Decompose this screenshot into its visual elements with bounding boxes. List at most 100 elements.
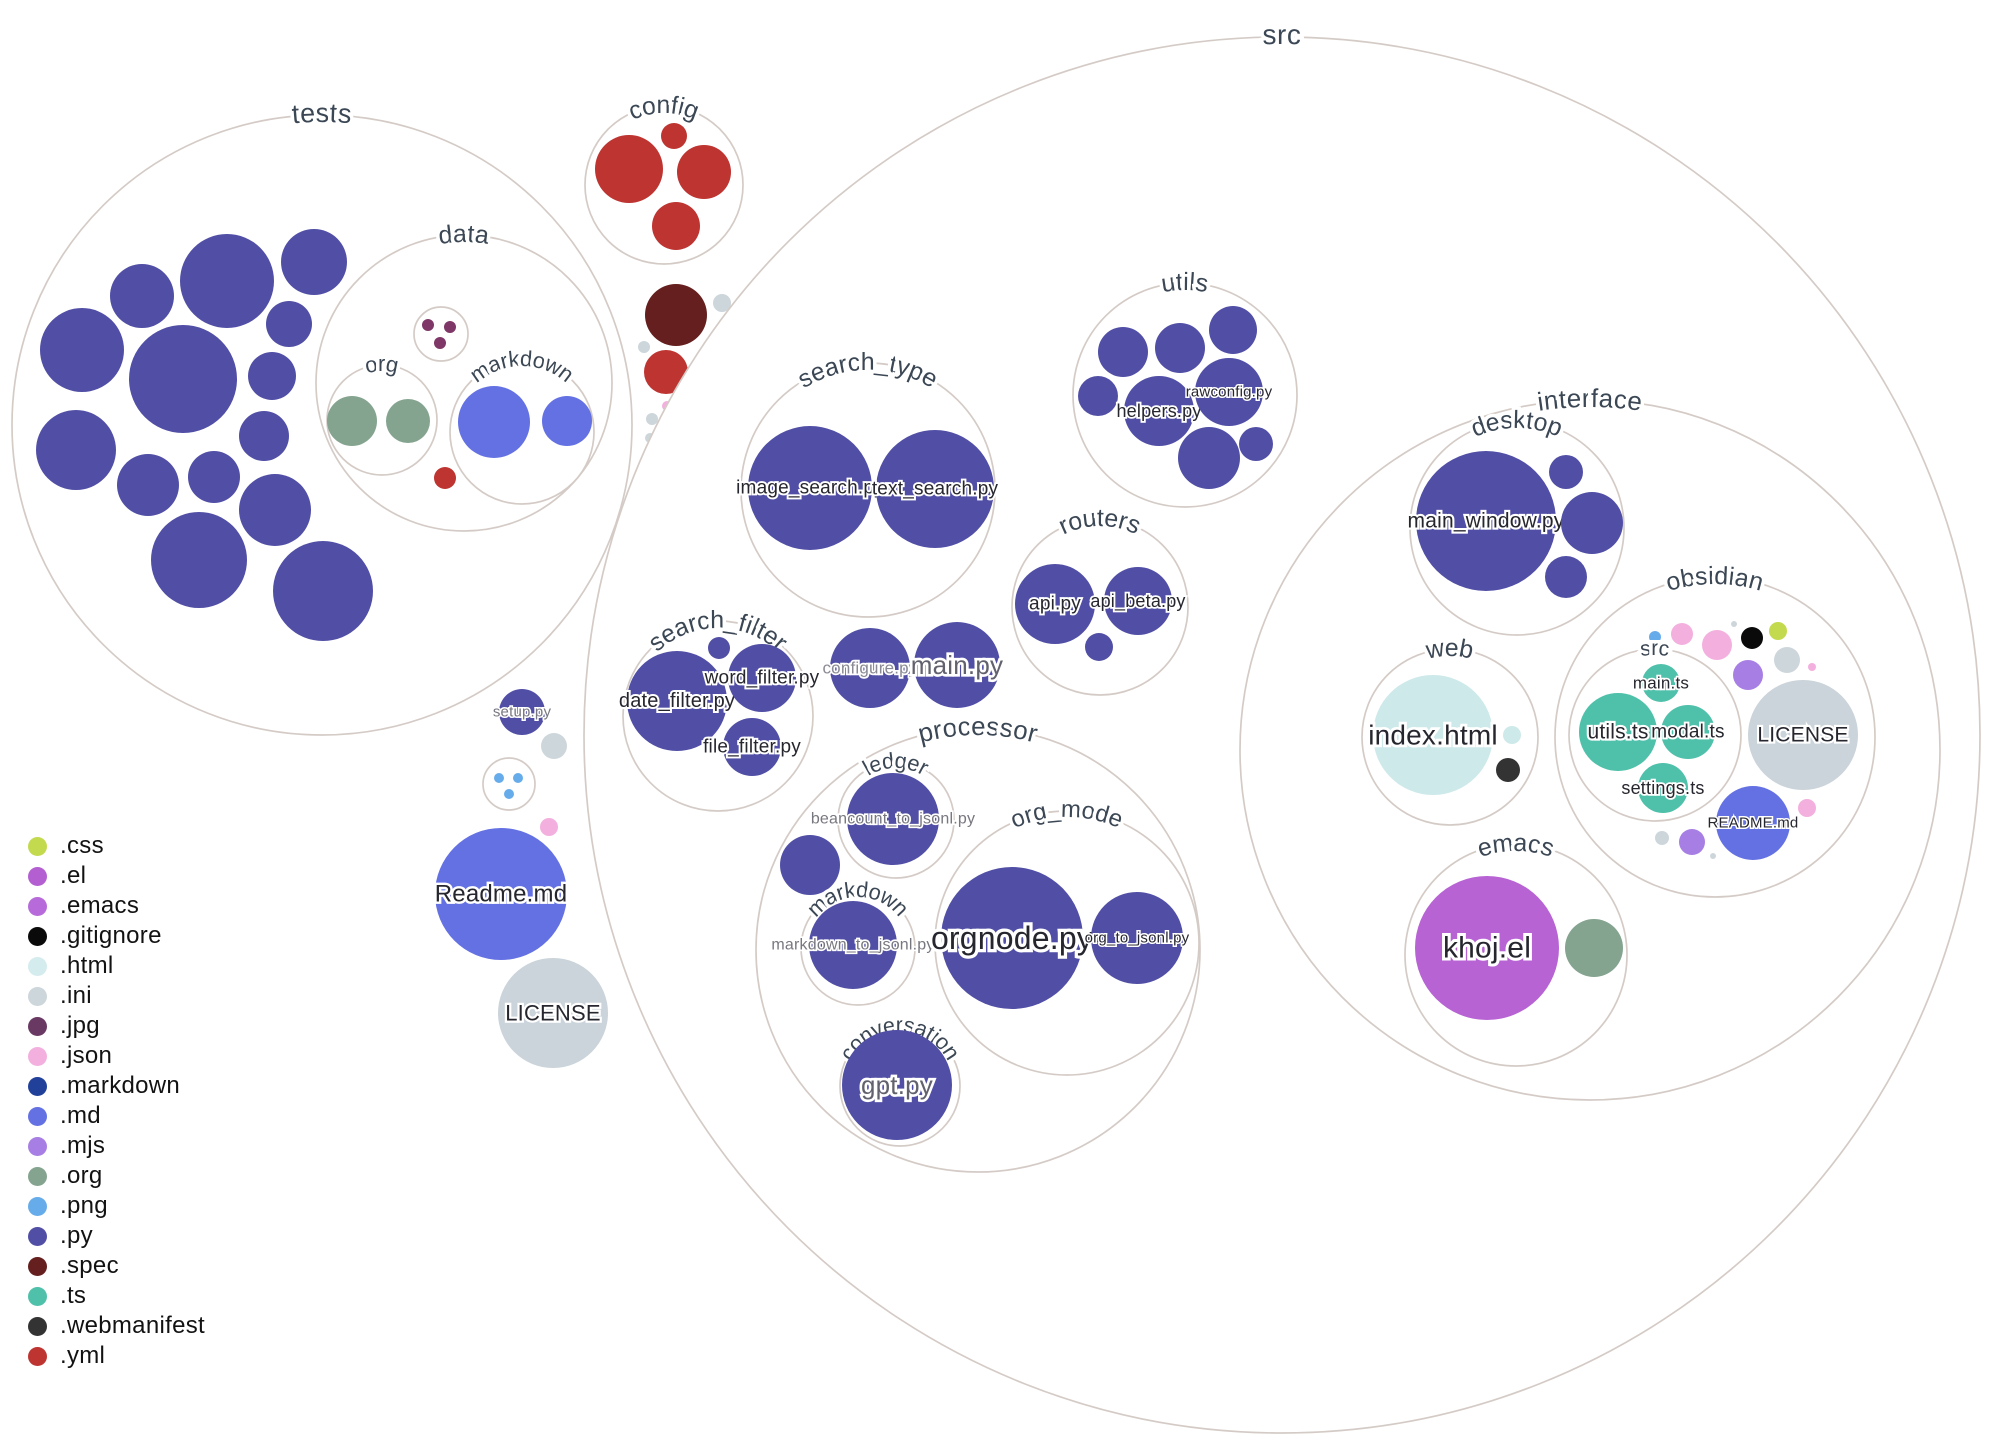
file-image_search.py <box>748 426 872 550</box>
legend-label-el: .el <box>60 862 87 889</box>
legend-swatch-markdown <box>28 1076 47 1096</box>
file-desktop-py-1 <box>1549 455 1583 489</box>
file-label-api.py: api.py <box>1029 594 1081 615</box>
file-org-file-1 <box>327 396 377 446</box>
dir-org <box>326 364 438 476</box>
dir-label-src: src <box>1262 19 1302 50</box>
dir-label-web: web <box>1423 633 1477 664</box>
legend-item-spec: .spec <box>28 1251 205 1281</box>
legend-swatch-json <box>28 1046 47 1066</box>
file-obsidian-ini-3 <box>1655 831 1669 845</box>
legend-swatch-yml <box>28 1346 47 1366</box>
file-ini-1 <box>713 294 731 312</box>
file-ini-5 <box>541 733 567 759</box>
file-markdown_to_jsonl.py <box>809 901 897 989</box>
legend-item-json: .json <box>28 1041 205 1071</box>
legend-label-md: .md <box>60 1102 101 1129</box>
legend-swatch-jpg <box>28 1016 47 1036</box>
file-label-text_search.py: text_search.py <box>872 479 999 500</box>
legend-swatch-emacs <box>28 896 47 916</box>
file-obsidian-json-1 <box>1671 623 1693 645</box>
file-label-api_beta.py: api_beta.py <box>1090 591 1185 612</box>
file-processor-py <box>780 835 840 895</box>
file-date_filter.py <box>627 651 727 751</box>
file-label-word_filter.py: word_filter.py <box>704 668 820 689</box>
file-obsidian-json-3 <box>1808 663 1816 671</box>
legend-item-ts: .ts <box>28 1281 205 1311</box>
legend-item-ini: .ini <box>28 981 205 1011</box>
legend-label-mjs: .mjs <box>60 1132 106 1159</box>
file-configure.py <box>830 628 910 708</box>
file-label-settings.ts: settings.ts <box>1621 778 1704 798</box>
file-khoj.el <box>1415 876 1559 1020</box>
file-tests-py-7 <box>248 352 296 400</box>
file-jpg-2 <box>444 321 456 333</box>
file-gpt.py <box>842 1030 952 1140</box>
file-webmanifest-file <box>1496 758 1520 782</box>
file-label-file_filter.py: file_filter.py <box>703 737 801 758</box>
legend-label-png: .png <box>60 1192 108 1219</box>
file-png-2 <box>513 773 523 783</box>
dir-label-obsidian-src: src <box>1639 637 1671 661</box>
file-desktop-py-2 <box>1561 492 1623 554</box>
legend-item-el: .el <box>28 861 205 891</box>
legend-label-emacs: .emacs <box>60 892 140 919</box>
file-tests-py-1 <box>180 234 274 328</box>
file-label-modal.ts: modal.ts <box>1651 722 1724 743</box>
dir-routers <box>1011 518 1189 696</box>
file-file_filter.py <box>723 718 781 776</box>
dir-label-utils: utils <box>1159 268 1211 298</box>
file-main_window.py <box>1416 451 1556 591</box>
legend-swatch-el <box>28 866 47 886</box>
file-desktop-py-3 <box>1545 556 1587 598</box>
file-label-utils.ts: utils.ts <box>1587 721 1648 744</box>
legend-label-css: .css <box>60 832 104 859</box>
file-routers-py <box>1085 633 1113 661</box>
legend-swatch-png <box>28 1196 47 1216</box>
legend-label-ini: .ini <box>60 982 92 1009</box>
legend-label-py: .py <box>60 1222 93 1249</box>
file-modal.ts <box>1661 705 1715 759</box>
file-tests-py-14 <box>273 541 373 641</box>
file-tests-py-11 <box>188 451 240 503</box>
legend-item-gitignore: .gitignore <box>28 921 205 951</box>
file-emacs-org <box>1565 919 1623 977</box>
legend-item-py: .py <box>28 1221 205 1251</box>
file-text_search.py <box>876 430 994 548</box>
file-label-index.html: index.html <box>1368 720 1498 751</box>
file-tests-py-6 <box>266 301 312 347</box>
file-label-date_filter.py: date_filter.py <box>619 690 735 712</box>
file-label-beancount_to_jsonl.py: beancount_to_jsonl.py <box>811 811 975 828</box>
legend-swatch-ts <box>28 1286 47 1306</box>
file-obsidian-ini-4 <box>1710 853 1716 859</box>
file-label-obsidian-LICENSE: LICENSE <box>1757 724 1848 747</box>
legend-swatch-ini <box>28 986 47 1006</box>
file-word_filter.py <box>728 644 796 712</box>
legend-swatch-gitignore <box>28 926 47 946</box>
file-obsidian-json-4 <box>1798 799 1816 817</box>
file-label-main_window.py: main_window.py <box>1408 510 1565 533</box>
file-settings.ts <box>1638 763 1688 813</box>
file-utils-py-5 <box>1178 427 1240 489</box>
file-data-md-1 <box>458 386 530 458</box>
dir-data-jpg-dir <box>413 306 469 362</box>
dir-label-tests: tests <box>291 98 354 129</box>
legend: .css .el .emacs .gitignore .html .ini .jpg .jso… <box>28 831 205 1371</box>
file-tests-py-4 <box>40 308 124 392</box>
legend-item-html: .html <box>28 951 205 981</box>
file-label-obsidian-README.md: README.md <box>1708 815 1799 832</box>
file-obsidian-ini-1 <box>1731 621 1737 627</box>
file-beancount_to_jsonl.py <box>847 773 939 865</box>
file-orgnode.py <box>941 867 1083 1009</box>
file-png-1 <box>494 773 504 783</box>
file-root-yml <box>644 350 688 394</box>
file-root-json-2 <box>540 818 558 836</box>
file-tests-py-12 <box>239 474 311 546</box>
file-tests-py-9 <box>239 411 289 461</box>
legend-item-yml: .yml <box>28 1341 205 1371</box>
file-tests-py-8 <box>36 410 116 490</box>
file-tests-py-3 <box>110 264 174 328</box>
file-org-file-2 <box>386 399 430 443</box>
file-utils-py-6 <box>1239 427 1273 461</box>
